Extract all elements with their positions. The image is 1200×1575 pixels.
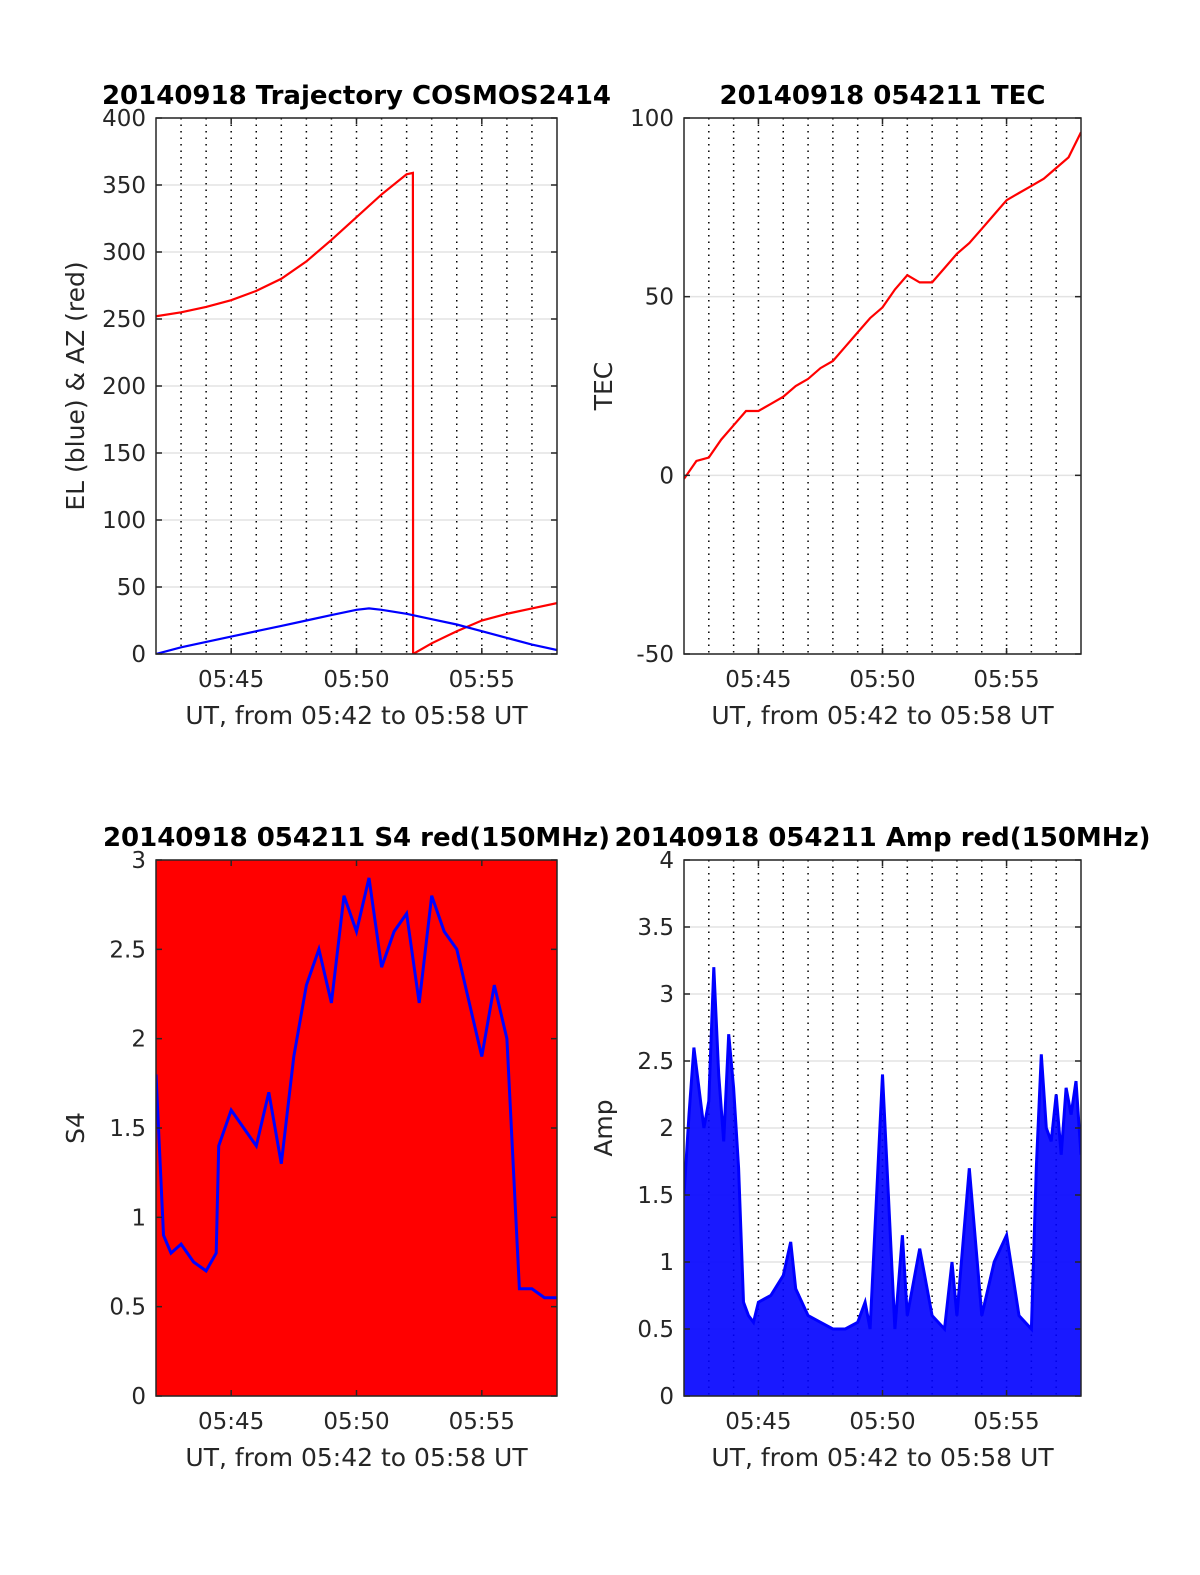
trajectory-chart-title: 20140918 Trajectory COSMOS2414 (102, 81, 611, 111)
s4-series-group (156, 860, 557, 1396)
trajectory-chart: 05:45 05:50 05:55 0 50 100 150 200 250 300 350 400 U… (61, 81, 611, 730)
tec-xtick-label-0: 05:45 (725, 667, 791, 693)
amp-series-0-area (684, 967, 1081, 1396)
trajectory-ytick-label-6: 300 (102, 240, 146, 266)
s4-y-axis-label: S4 (61, 1112, 90, 1144)
tec-ytick-label-1: 0 (659, 463, 674, 489)
s4-ytick-label-2: 1 (131, 1205, 146, 1231)
amp-series-group (684, 967, 1081, 1396)
trajectory-xtick-label-1: 05:50 (323, 667, 389, 693)
tec-chart-title: 20140918 054211 TEC (720, 81, 1046, 111)
amp-ytick-label-5: 2.5 (637, 1049, 674, 1075)
s4-xtick-label-0: 05:45 (198, 1409, 264, 1435)
amp-ytick-label-6: 3 (659, 982, 674, 1008)
s4-ytick-label-6: 3 (131, 848, 146, 874)
amp-x-axis-label: UT, from 05:42 to 05:58 UT (711, 1443, 1054, 1472)
trajectory-ytick-label-0: 0 (131, 642, 146, 668)
trajectory-ytick-label-8: 400 (102, 106, 146, 132)
tec-chart: 05:45 05:50 05:55 -50 0 50 100 UT, from 05:42 t… (589, 81, 1082, 730)
tec-ytick-label-0: -50 (636, 642, 674, 668)
s4-ytick-label-3: 1.5 (109, 1116, 146, 1142)
s4-xtick-label-1: 05:50 (323, 1409, 389, 1435)
amp-y-axis-label: Amp (589, 1099, 618, 1156)
trajectory-xtick-label-0: 05:45 (198, 667, 264, 693)
trajectory-ytick-label-2: 100 (102, 508, 146, 534)
amp-xtick-label-1: 05:50 (849, 1409, 915, 1435)
amp-ytick-label-8: 4 (659, 848, 674, 874)
amp-chart-title: 20140918 054211 Amp red(150MHz) (614, 823, 1150, 853)
amp-chart: 05:45 05:50 05:55 0 0.5 1 1.5 2 2.5 3 3.5 4 UT, from… (589, 823, 1151, 1472)
s4-series-0-fill (156, 860, 557, 1396)
trajectory-y-axis-label: EL (blue) & AZ (red) (61, 261, 90, 510)
trajectory-series-group (156, 171, 557, 654)
tec-xtick-label-1: 05:50 (849, 667, 915, 693)
amp-xtick-label-2: 05:55 (973, 1409, 1039, 1435)
amp-ytick-label-4: 2 (659, 1116, 674, 1142)
trajectory-ytick-label-3: 150 (102, 441, 146, 467)
trajectory-x-axis-label: UT, from 05:42 to 05:58 UT (185, 701, 528, 730)
tec-ytick-label-2: 50 (645, 285, 674, 311)
trajectory-ytick-label-5: 250 (102, 307, 146, 333)
trajectory-xtick-label-2: 05:55 (449, 667, 515, 693)
tec-series-0-line (684, 131, 1081, 480)
s4-chart: 05:45 05:50 05:55 0 0.5 1 1.5 2 2.5 3 UT, from 05:… (61, 823, 610, 1472)
s4-ytick-label-5: 2.5 (109, 937, 146, 963)
trajectory-series-1-line (156, 607, 557, 654)
trajectory-series-0-line (156, 171, 557, 654)
s4-ytick-label-0: 0 (131, 1384, 146, 1410)
trajectory-ytick-label-4: 200 (102, 374, 146, 400)
amp-xtick-label-0: 05:45 (725, 1409, 791, 1435)
amp-ytick-label-2: 1 (659, 1250, 674, 1276)
s4-chart-title: 20140918 054211 S4 red(150MHz) (103, 823, 610, 853)
s4-series-1-line (156, 877, 557, 1300)
tec-x-axis-label: UT, from 05:42 to 05:58 UT (711, 701, 1054, 730)
s4-x-axis-label: UT, from 05:42 to 05:58 UT (185, 1443, 528, 1472)
tec-ytick-label-3: 100 (630, 106, 674, 132)
trajectory-ytick-label-1: 50 (117, 575, 146, 601)
s4-ytick-label-4: 2 (131, 1027, 146, 1053)
amp-series-0-line (684, 967, 1081, 1333)
amp-ytick-label-7: 3.5 (637, 915, 674, 941)
amp-ytick-label-0: 0 (659, 1384, 674, 1410)
tec-series-group (684, 131, 1081, 480)
s4-ytick-label-1: 0.5 (109, 1295, 146, 1321)
amp-ytick-label-1: 0.5 (637, 1317, 674, 1343)
amp-ytick-label-3: 1.5 (637, 1183, 674, 1209)
tec-xtick-label-2: 05:55 (973, 667, 1039, 693)
tec-y-axis-label: TEC (589, 362, 618, 412)
s4-xtick-label-2: 05:55 (449, 1409, 515, 1435)
trajectory-ytick-label-7: 350 (102, 173, 146, 199)
